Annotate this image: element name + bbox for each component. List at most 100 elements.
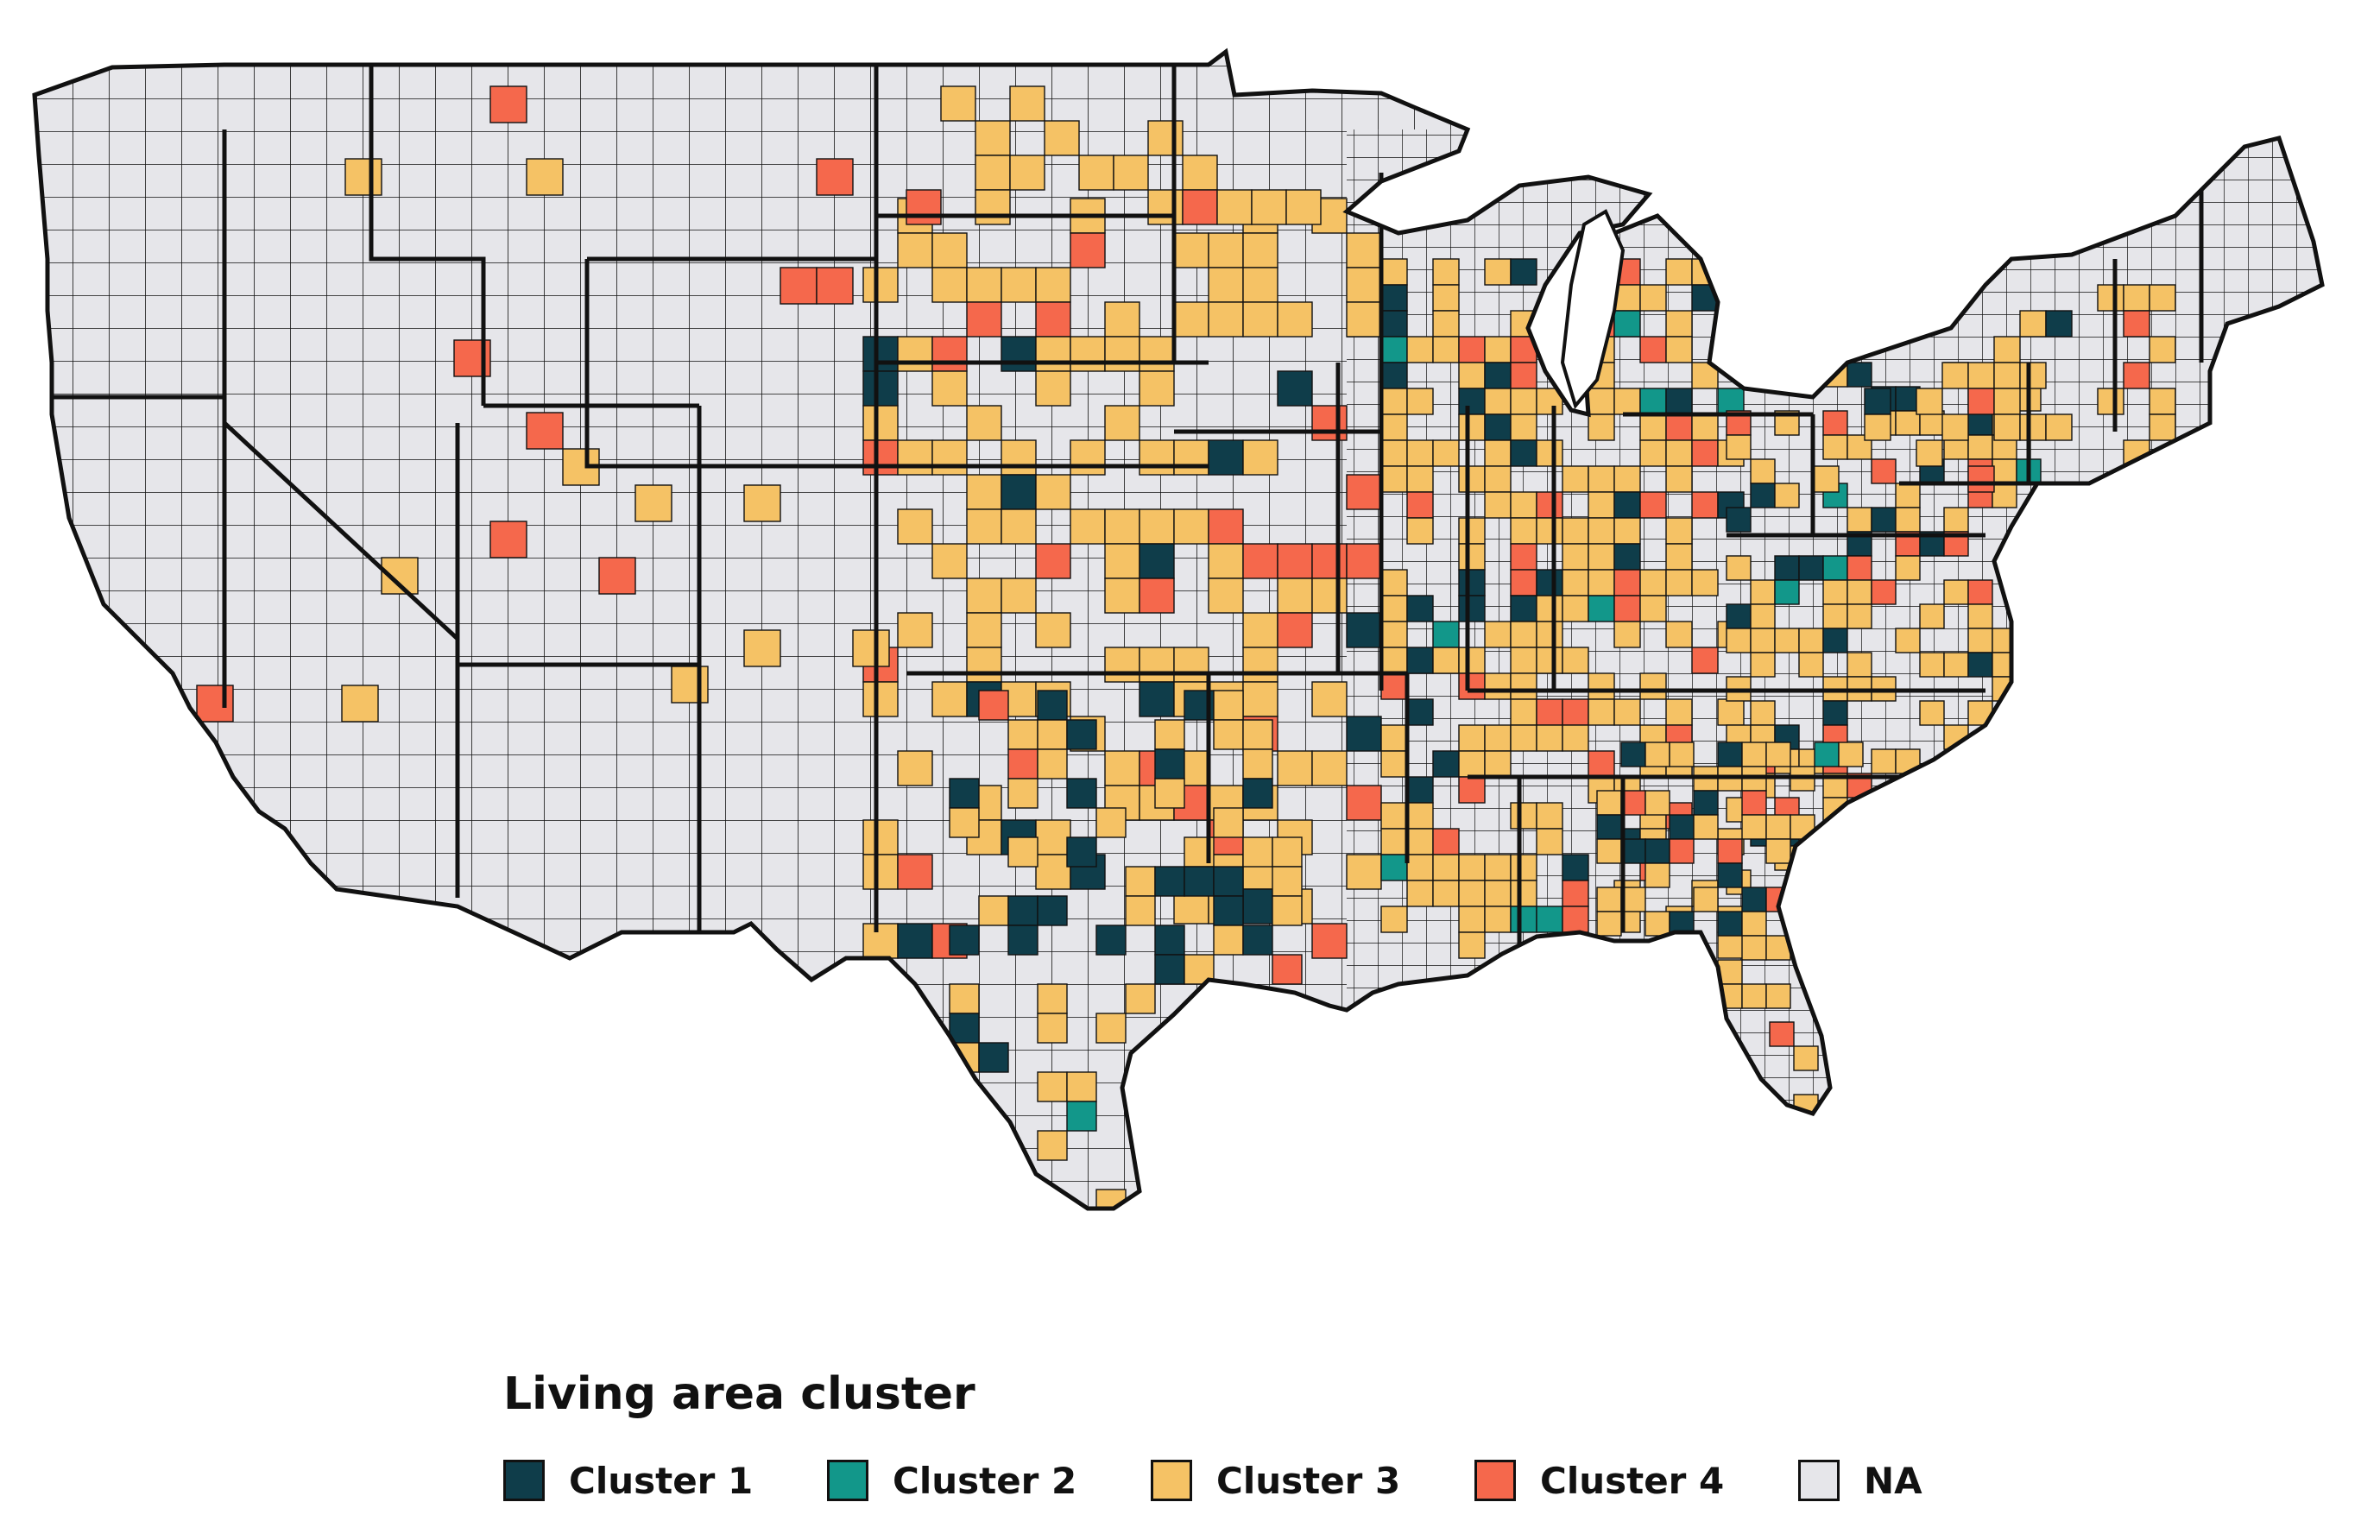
county-c3 — [1916, 439, 1943, 467]
county-c1 — [1007, 895, 1038, 926]
county-c4 — [1432, 828, 1460, 855]
county-c3 — [1001, 439, 1037, 476]
county-c3 — [1639, 413, 1667, 441]
county-c1 — [1510, 595, 1537, 622]
county-c3 — [1007, 836, 1038, 868]
county-c4 — [1346, 543, 1382, 579]
county-c3 — [1484, 672, 1512, 700]
county-c3 — [897, 508, 933, 545]
county-c1 — [1798, 555, 1824, 581]
county-c4 — [1208, 508, 1244, 545]
county-c2 — [1380, 854, 1408, 881]
county-c3 — [1380, 906, 1408, 933]
county-c4 — [906, 189, 942, 225]
county-c3 — [1588, 491, 1615, 519]
county-c2 — [1588, 595, 1615, 622]
county-c4 — [1458, 336, 1486, 363]
county-c1 — [1139, 681, 1175, 717]
county-c3 — [2019, 310, 2047, 338]
county-c4 — [1536, 491, 1563, 519]
county-c3 — [1380, 621, 1408, 648]
county-c3 — [1588, 388, 1615, 415]
county-c3 — [1613, 465, 1641, 493]
county-c3 — [2149, 284, 2176, 312]
county-c4 — [1277, 612, 1313, 648]
county-c3 — [1432, 854, 1460, 881]
county-c3 — [1095, 1013, 1127, 1044]
county-c3 — [1562, 569, 1589, 596]
county-c3 — [975, 189, 1011, 225]
county-c1 — [1154, 954, 1185, 985]
county-c3 — [1847, 507, 1872, 533]
county-c1 — [1432, 750, 1460, 778]
county-c3 — [1458, 465, 1486, 493]
county-c3 — [1822, 603, 1848, 629]
county-c3 — [1037, 748, 1068, 779]
county-c3 — [1895, 555, 1921, 581]
county-c4 — [1272, 954, 1303, 985]
county-c3 — [1406, 802, 1434, 830]
county-c3 — [1765, 983, 1791, 1009]
county-c3 — [1588, 698, 1615, 726]
county-c3 — [1125, 895, 1156, 926]
county-c3 — [1458, 517, 1486, 545]
county-c3 — [1510, 672, 1537, 700]
county-c1 — [1726, 507, 1752, 533]
county-c3 — [1242, 267, 1278, 303]
county-c3 — [1484, 880, 1512, 907]
county-c3 — [1639, 439, 1667, 467]
county-c2 — [1613, 310, 1641, 338]
county-c1 — [1645, 838, 1670, 864]
county-c3 — [1741, 814, 1767, 840]
county-c4 — [1007, 748, 1038, 779]
county-c1 — [1154, 866, 1185, 897]
county-c3 — [1458, 362, 1486, 389]
county-c3 — [862, 819, 899, 855]
county-c3 — [1311, 681, 1348, 717]
county-c4 — [1639, 491, 1667, 519]
legend-item-na: NA — [1798, 1455, 1922, 1506]
county-c4 — [1871, 458, 1897, 484]
county-c3 — [1588, 672, 1615, 700]
county-c1 — [1726, 603, 1752, 629]
county-c3 — [1432, 439, 1460, 467]
state-border — [223, 421, 459, 641]
county-c4 — [1346, 785, 1382, 821]
county-c3 — [1639, 284, 1667, 312]
county-c1 — [1037, 690, 1068, 721]
legend-label-c3: Cluster 3 — [1216, 1459, 1401, 1502]
county-c3 — [1562, 647, 1589, 674]
county-c3 — [1095, 807, 1127, 838]
county-c3 — [1871, 748, 1897, 774]
county-c3 — [1919, 603, 1945, 629]
county-c3 — [1484, 854, 1512, 881]
legend-title: Living area cluster — [503, 1368, 975, 1420]
county-c3 — [1765, 742, 1791, 767]
county-c3 — [1432, 880, 1460, 907]
county-c3 — [1458, 647, 1486, 674]
county-c4 — [978, 690, 1009, 721]
county-c3 — [1967, 628, 1993, 653]
county-c4 — [1070, 232, 1106, 268]
county-c3 — [1113, 155, 1149, 191]
county-c4 — [1035, 301, 1071, 338]
county-c1 — [1665, 388, 1693, 415]
county-c1 — [1001, 474, 1037, 510]
county-c3 — [1458, 543, 1486, 571]
county-c3 — [862, 854, 899, 890]
county-c4 — [1588, 750, 1615, 778]
county-c3 — [1717, 698, 1745, 726]
county-c1 — [1484, 413, 1512, 441]
county-c3 — [1272, 895, 1303, 926]
county-c3 — [1406, 517, 1434, 545]
county-c3 — [1242, 681, 1278, 717]
county-c3 — [1691, 569, 1719, 596]
county-c3 — [1484, 621, 1512, 648]
county-c3 — [1510, 724, 1537, 752]
county-c1 — [1717, 862, 1743, 888]
county-c3 — [1613, 698, 1641, 726]
county-c3 — [341, 685, 379, 723]
county-c4 — [1967, 579, 1993, 605]
county-c3 — [1406, 880, 1434, 907]
county-c3 — [1182, 155, 1218, 191]
